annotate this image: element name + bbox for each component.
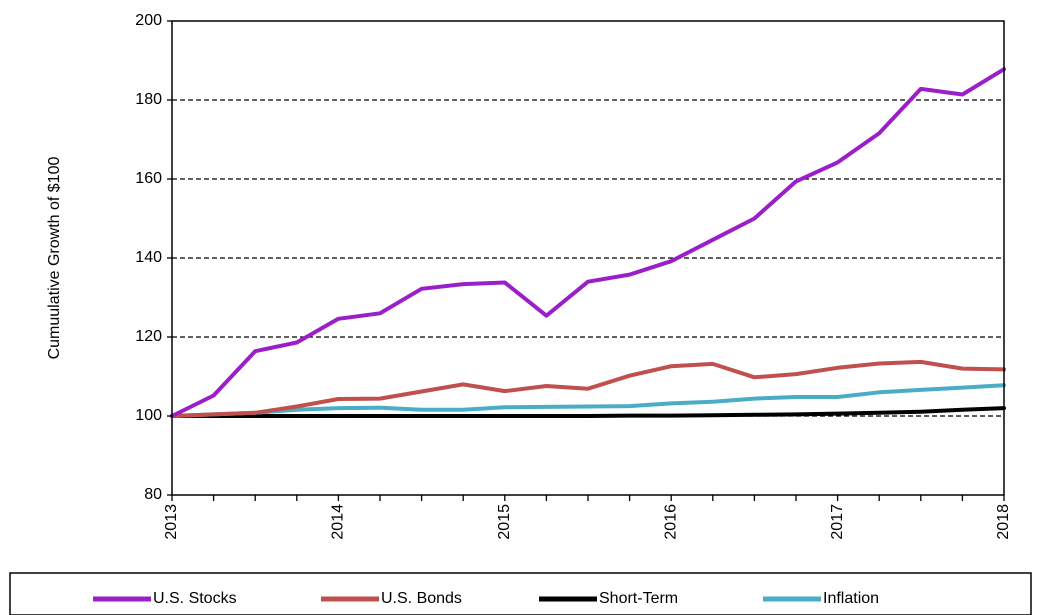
legend-box bbox=[9, 572, 1032, 615]
x-tick-label-5: 2018 bbox=[995, 504, 1012, 540]
series-line-inflation bbox=[170, 383, 1006, 418]
y-tick-label-5: 180 bbox=[135, 91, 162, 108]
y-tick-label-1: 100 bbox=[135, 407, 162, 424]
series-line-u-s-stocks bbox=[170, 67, 1006, 418]
y-tick-label-3: 140 bbox=[135, 249, 162, 266]
legend-label-short-term: Short-Term bbox=[599, 590, 678, 607]
x-tick-label-0: 2013 bbox=[163, 504, 180, 540]
y-tick-label-0: 80 bbox=[144, 486, 162, 503]
y-tick-label-6: 200 bbox=[135, 12, 162, 29]
x-tick-label-1: 2014 bbox=[330, 504, 347, 540]
x-tick-label-3: 2016 bbox=[662, 504, 679, 540]
series-group bbox=[170, 67, 1006, 418]
x-tick-label-4: 2017 bbox=[829, 504, 846, 540]
series-line-short-term bbox=[170, 406, 1006, 418]
y-axis-label: Cumuulative Growth of $100 bbox=[46, 157, 63, 360]
legend-label-u-s-bonds: U.S. Bonds bbox=[381, 590, 462, 607]
y-tick-label-4: 160 bbox=[135, 170, 162, 187]
y-tick-label-2: 120 bbox=[135, 328, 162, 345]
series-line-u-s-bonds bbox=[170, 359, 1006, 418]
legend: U.S. Stocks U.S. Bonds Short-Term Inflation bbox=[93, 590, 879, 607]
legend-label-u-s-stocks: U.S. Stocks bbox=[153, 590, 237, 607]
y-axis-ticks: 80 100 120 140 160 180 200 bbox=[135, 12, 172, 503]
legend-label-inflation: Inflation bbox=[823, 590, 879, 607]
x-axis-ticks: 2013 2014 2015 2016 2017 2018 bbox=[163, 495, 1012, 540]
x-tick-label-2: 2015 bbox=[496, 504, 513, 540]
